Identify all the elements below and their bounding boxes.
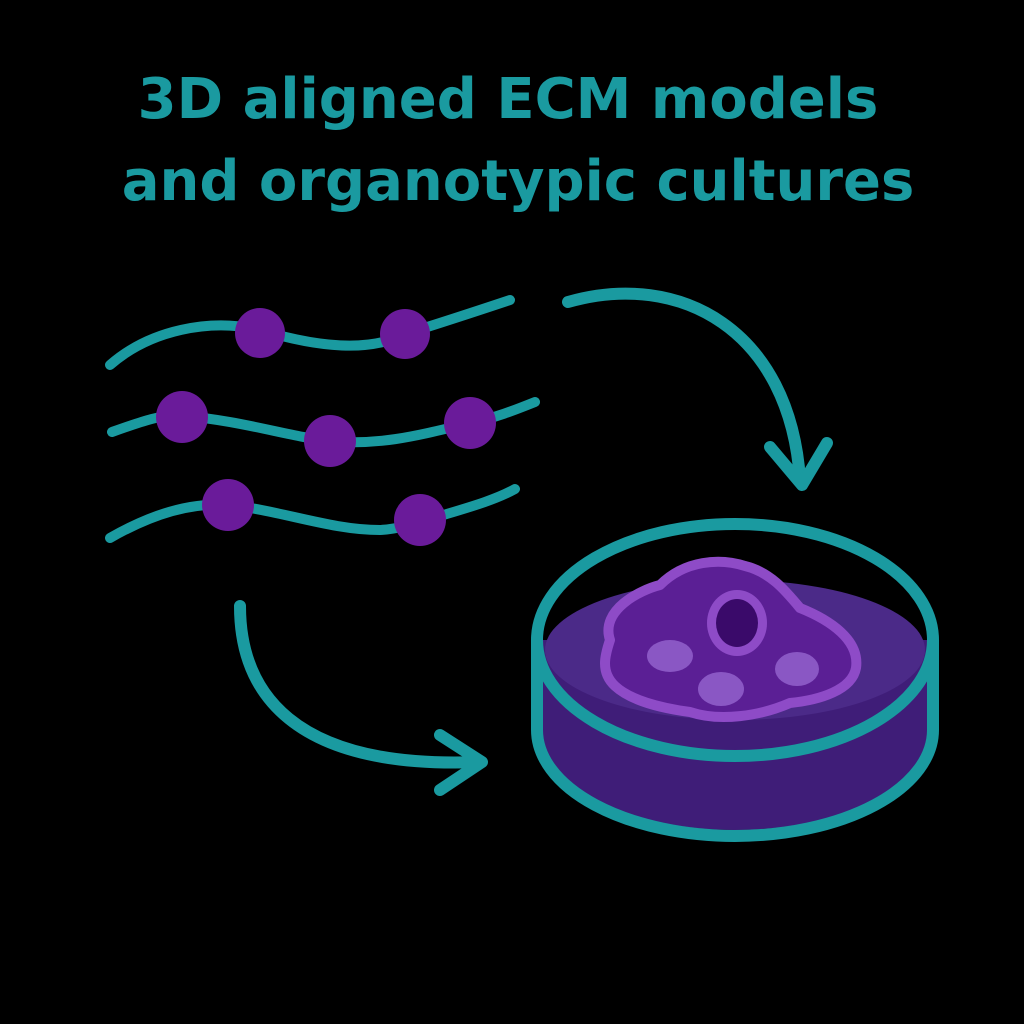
bead bbox=[444, 397, 496, 449]
bead bbox=[202, 479, 254, 531]
bead bbox=[394, 494, 446, 546]
curved-arrow-down-icon bbox=[562, 287, 833, 491]
bead bbox=[304, 415, 356, 467]
cell-icon bbox=[600, 556, 862, 722]
nucleus bbox=[716, 599, 758, 647]
organelle bbox=[647, 640, 693, 672]
curved-arrow-right-icon bbox=[234, 600, 488, 796]
organelle bbox=[775, 652, 819, 686]
petri-dish-culture-icon bbox=[531, 518, 939, 842]
bead bbox=[156, 391, 208, 443]
fiber-3 bbox=[105, 484, 520, 543]
bead bbox=[235, 308, 285, 358]
title-line-1: 3D aligned ECM models bbox=[138, 67, 879, 132]
dish-bottom bbox=[531, 729, 939, 842]
organelle bbox=[698, 672, 744, 706]
aligned-ecm-fibers-icon bbox=[105, 295, 540, 546]
bead bbox=[380, 309, 430, 359]
fiber-1 bbox=[105, 295, 515, 370]
title-line-2: and organotypic cultures bbox=[122, 149, 915, 214]
